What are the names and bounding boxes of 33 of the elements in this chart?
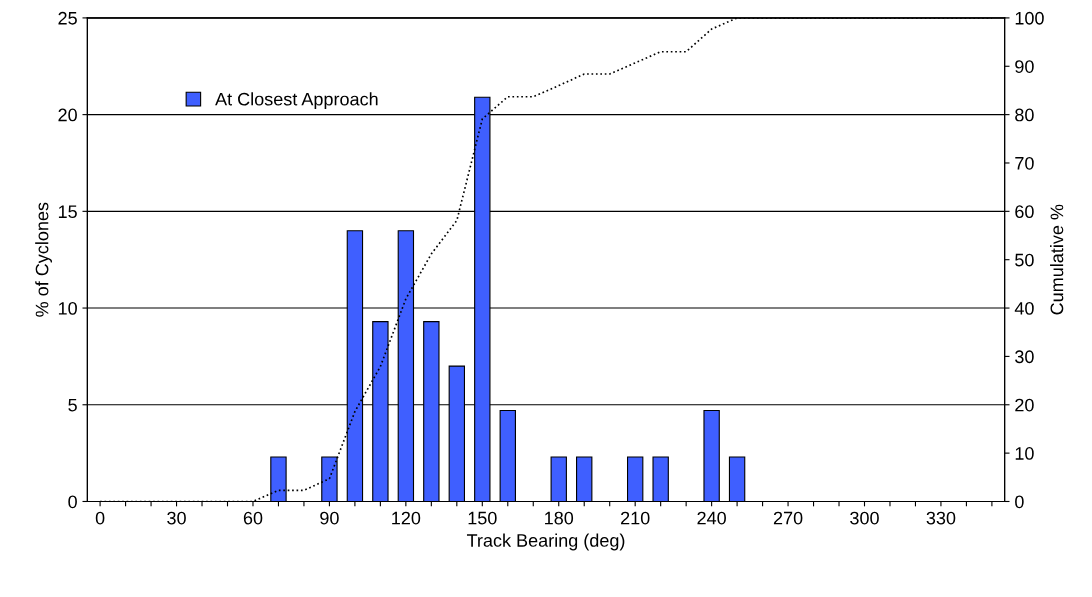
- x-tick-label: 60: [243, 511, 263, 525]
- y2-tick-label: 70: [1015, 156, 1034, 170]
- x-tick-label: 270: [773, 511, 803, 525]
- y2-tick-label: 20: [1015, 398, 1034, 412]
- y-tick-label: 20: [58, 108, 77, 122]
- x-tick-label: 0: [95, 511, 105, 525]
- x-axis-title: Track Bearing (deg): [466, 533, 625, 551]
- y-tick-label: 10: [58, 301, 77, 315]
- y2-tick-label: 100: [1015, 11, 1044, 25]
- y-axis-title: % of Cyclones: [35, 202, 52, 317]
- x-tick-label: 210: [621, 511, 650, 525]
- y2-axis-title: Cumulative %: [1050, 204, 1064, 315]
- y2-tick-label: 50: [1015, 253, 1034, 267]
- y2-tick-label: 30: [1015, 350, 1034, 364]
- y2-tick-label: 90: [1015, 60, 1034, 73]
- x-tick-label: 180: [545, 511, 574, 525]
- x-tick-label: 240: [697, 511, 726, 525]
- y2-tick-label: 80: [1015, 108, 1034, 122]
- x-tick-label: 330: [926, 511, 956, 525]
- y-tick-label: 25: [58, 11, 77, 25]
- x-tick-label: 300: [850, 511, 879, 525]
- legend-label: At Closest Approach: [215, 92, 378, 110]
- y2-tick-label: 10: [1015, 447, 1034, 460]
- y2-tick-label: 40: [1014, 301, 1034, 315]
- x-tick-label: 30: [167, 511, 186, 525]
- y2-tick-label: 60: [1015, 205, 1034, 219]
- x-tick-label: 90: [320, 511, 339, 525]
- y2-tick-label: 0: [1015, 495, 1024, 509]
- x-tick-label: 150: [468, 511, 497, 525]
- y-tick-label: 15: [58, 205, 77, 219]
- y-tick-label: 0: [68, 495, 77, 509]
- x-tick-label: 120: [392, 511, 421, 525]
- y-tick-label: 5: [68, 398, 77, 412]
